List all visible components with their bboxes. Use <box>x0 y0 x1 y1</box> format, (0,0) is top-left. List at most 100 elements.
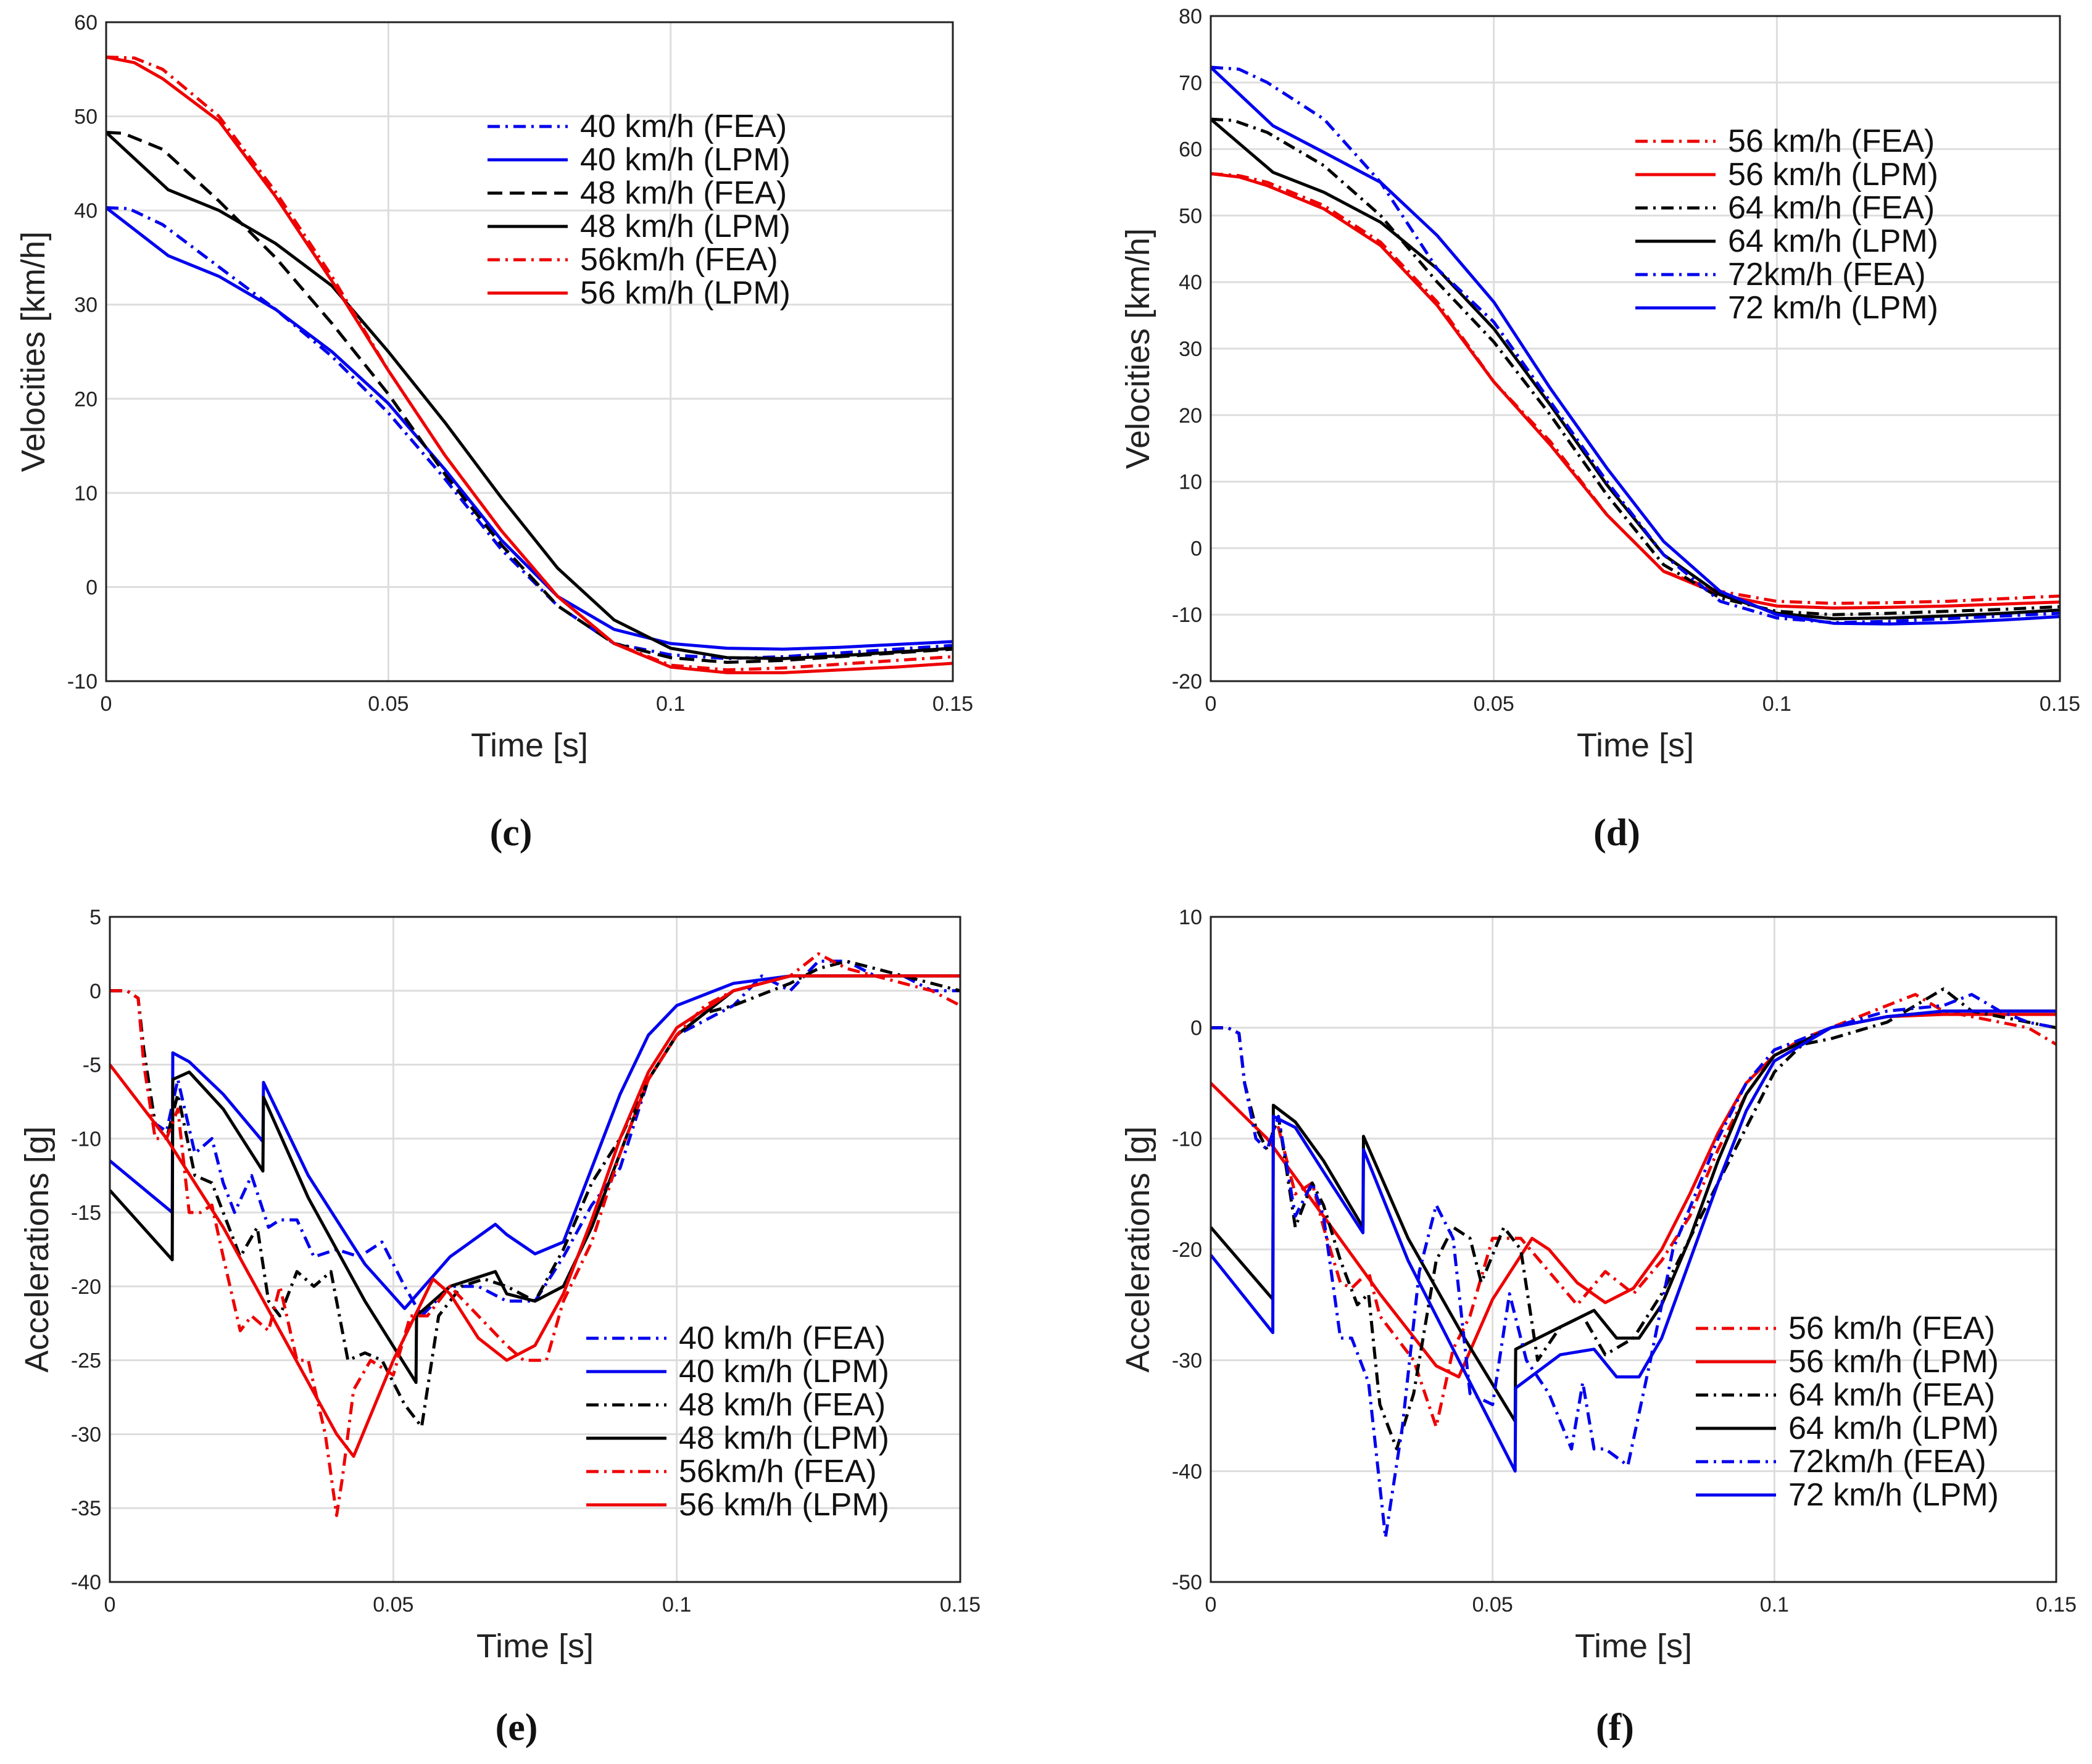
chart-0-axes-frame <box>105 21 954 682</box>
chart-3-ylabel: Accelerations [g] <box>1119 1126 1156 1372</box>
chart-1-xtick-label-0: 0 <box>1205 692 1217 716</box>
chart-3-axes-frame <box>1210 916 2057 1583</box>
chart-1-ytick-label-9: 70 <box>1179 72 1202 95</box>
chart-0-series-1-line <box>105 206 953 651</box>
chart-0-series-5-line <box>106 56 953 674</box>
chart-0-xlabel: Time [s] <box>471 727 588 764</box>
chart-2-xtick-label-1: 0.05 <box>373 1593 413 1617</box>
chart-3-legend-label-5: 72 km/h (LPM) <box>1788 1477 1999 1513</box>
chart-2-xtick-label-2: 0.1 <box>662 1593 691 1617</box>
chart-2-xtick-label-0: 0 <box>104 1593 116 1617</box>
chart-1-series-4-line <box>1210 65 2061 624</box>
chart-0-series-3-line <box>105 131 953 660</box>
chart-2-legend-label-1: 40 km/h (LPM) <box>679 1354 889 1389</box>
chart-2-xtick-label-3: 0.15 <box>940 1593 981 1617</box>
chart-3-series-5-line <box>1210 1009 2056 1473</box>
chart-1-legend-label-2: 64 km/h (FEA) <box>1728 190 1935 226</box>
chart-1-axes-frame <box>1210 15 2061 682</box>
chart-3-series-4-line <box>1211 993 2057 1539</box>
chart-0-series-0-line <box>106 206 953 660</box>
chart-1-ytick-label-4: 20 <box>1179 404 1202 428</box>
chart-0-ytick-label-5: 40 <box>74 199 98 223</box>
chart-1-xtick-label-1: 0.05 <box>1474 692 1514 716</box>
chart-1-ytick-label-7: 50 <box>1179 204 1202 228</box>
chart-1-series-5-line <box>1210 66 2061 626</box>
chart-1-panel-label: (d) <box>1593 812 1640 854</box>
chart-0-ytick-label-6: 50 <box>74 106 98 129</box>
chart-3-xtick-label-1: 0.05 <box>1472 1593 1513 1617</box>
chart-0-xtick-label-0: 0 <box>101 692 112 716</box>
chart-1-ylabel: Velocities [km/h] <box>1119 228 1156 469</box>
chart-1-legend-label-3: 64 km/h (LPM) <box>1728 223 1938 259</box>
chart-2-legend-label-4: 56km/h (FEA) <box>679 1454 877 1489</box>
chart-2-ytick-label-9: 5 <box>89 906 101 929</box>
chart-1-xtick-label-2: 0.1 <box>1762 692 1791 716</box>
chart-0-ytick-label-0: -10 <box>67 670 98 694</box>
chart-1-legend-label-0: 56 km/h (FEA) <box>1728 123 1935 159</box>
chart-3-ytick-label-1: -40 <box>1172 1460 1202 1483</box>
chart-2-panel-label: (e) <box>496 1707 538 1749</box>
chart-2-xlabel: Time [s] <box>476 1628 594 1665</box>
chart-0-ylabel: Velocities [km/h] <box>15 231 52 472</box>
chart-3-xtick-label-0: 0 <box>1205 1593 1217 1617</box>
chart-2-legend-label-0: 40 km/h (FEA) <box>679 1320 886 1356</box>
chart-3-legend-label-2: 64 km/h (FEA) <box>1788 1377 1995 1413</box>
chart-2-ylabel: Accelerations [g] <box>19 1126 56 1372</box>
chart-0-legend-label-5: 56 km/h (LPM) <box>580 275 791 311</box>
chart-1-ytick-label-8: 60 <box>1179 138 1202 162</box>
chart-2-legend-label-5: 56 km/h (LPM) <box>679 1487 889 1523</box>
chart-1-ytick-label-3: 10 <box>1179 471 1202 494</box>
chart-0-xtick-label-3: 0.15 <box>932 692 973 716</box>
chart-2-ytick-label-5: -15 <box>71 1201 101 1225</box>
chart-2-legend-label-2: 48 km/h (FEA) <box>679 1387 886 1423</box>
chart-0-legend-label-1: 40 km/h (LPM) <box>580 142 791 178</box>
chart-0-ytick-label-1: 0 <box>86 576 98 599</box>
chart-2-series-2-line <box>110 959 961 1428</box>
chart-2-ytick-label-1: -35 <box>71 1497 101 1520</box>
chart-2-ytick-label-0: -40 <box>71 1571 101 1594</box>
chart-2-series-1-line <box>109 974 960 1311</box>
chart-0-ytick-label-2: 10 <box>74 482 98 505</box>
chart-0-xtick-label-2: 0.1 <box>656 692 685 716</box>
chart-0-plot-area <box>106 22 953 681</box>
chart-2-ytick-label-4: -20 <box>71 1275 101 1299</box>
chart-3-xtick-label-2: 0.1 <box>1760 1593 1789 1617</box>
chart-3-ytick-label-5: 0 <box>1190 1017 1202 1040</box>
chart-3-panel-label: (f) <box>1596 1707 1634 1749</box>
chart-1-series-1-line <box>1210 172 2061 610</box>
chart-2-series-5-line <box>109 974 960 1458</box>
chart-3-xtick-label-3: 0.15 <box>2036 1593 2077 1617</box>
chart-1-ytick-label-6: 40 <box>1179 271 1202 294</box>
chart-2-legend-label-3: 48 km/h (LPM) <box>679 1420 889 1456</box>
chart-1-ytick-label-1: -10 <box>1172 603 1202 627</box>
chart-1-series-3-line <box>1210 118 2061 621</box>
chart-1-legend-label-5: 72 km/h (LPM) <box>1728 290 1938 326</box>
chart-1-xlabel: Time [s] <box>1577 727 1694 764</box>
chart-0-panel-label: (c) <box>490 812 533 854</box>
chart-0-ytick-label-7: 60 <box>74 11 98 35</box>
chart-2-series-4-line <box>110 952 961 1517</box>
chart-1-ytick-label-10: 80 <box>1179 5 1202 28</box>
chart-1-ytick-label-0: -20 <box>1172 670 1202 694</box>
chart-1-legend-label-4: 72km/h (FEA) <box>1728 257 1926 292</box>
chart-0-legend-label-2: 48 km/h (FEA) <box>580 175 787 211</box>
chart-0-legend-label-3: 48 km/h (LPM) <box>580 209 791 244</box>
chart-3-legend-label-3: 64 km/h (LPM) <box>1788 1410 1999 1446</box>
chart-0-legend-label-4: 56km/h (FEA) <box>580 242 778 278</box>
chart-3-ytick-label-0: -50 <box>1172 1571 1202 1594</box>
chart-0-ytick-label-4: 30 <box>74 294 98 317</box>
chart-1-ytick-label-2: 0 <box>1190 537 1202 560</box>
chart-3-ytick-label-2: -30 <box>1172 1349 1202 1373</box>
chart-2-ytick-label-8: 0 <box>89 980 101 1003</box>
chart-3-ytick-label-4: -10 <box>1172 1127 1202 1151</box>
chart-1-legend-label-1: 56 km/h (LPM) <box>1728 157 1938 193</box>
chart-2-ytick-label-3: -25 <box>71 1349 101 1373</box>
chart-2-ytick-label-6: -10 <box>71 1127 101 1151</box>
chart-3-legend-label-1: 56 km/h (LPM) <box>1788 1344 1999 1380</box>
chart-0-ytick-label-3: 20 <box>74 387 98 411</box>
chart-0-legend-label-0: 40 km/h (FEA) <box>580 109 787 144</box>
chart-3-xlabel: Time [s] <box>1575 1628 1692 1665</box>
chart-3-ytick-label-6: 10 <box>1179 906 1202 929</box>
chart-0-xtick-label-1: 0.05 <box>368 692 409 716</box>
chart-3-ytick-label-3: -20 <box>1172 1238 1202 1262</box>
